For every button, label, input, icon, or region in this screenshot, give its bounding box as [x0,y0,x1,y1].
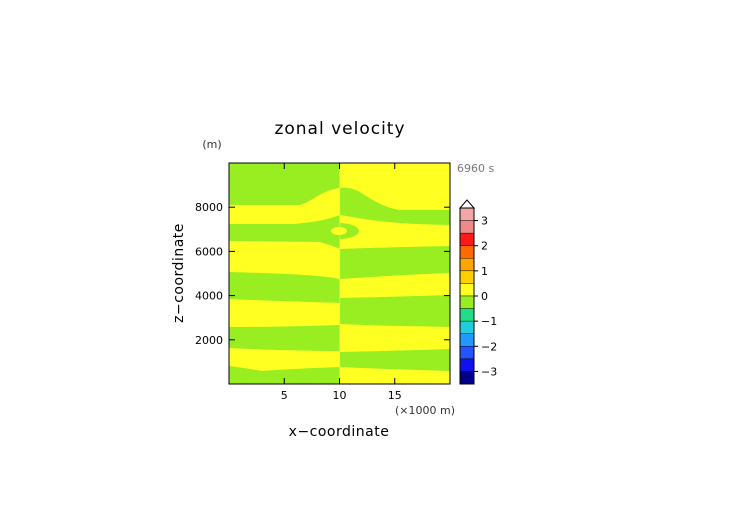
field-band-right-2 [340,215,450,249]
colorbar-level [459,358,475,372]
contour-field [229,163,450,384]
x-tick-label: 5 [281,389,288,402]
colorbar: 3 2 1 0 −1 −2 −3 [458,199,497,385]
field-band-left-2 [229,241,340,279]
colorbar-level [459,258,475,272]
field-band-left-1 [229,188,340,224]
colorbar-tick-label: 0 [481,290,488,303]
x-unit-label: (×1000 m) [395,404,455,417]
colorbar-level [459,245,475,259]
colorbar-level [459,220,475,234]
field-band-left-4 [229,348,340,371]
y-tick-label: 4000 [195,290,223,303]
colorbar-tick-label: −1 [481,315,497,328]
colorbar-tick-label: −2 [481,340,497,353]
colorbar-tick-label: −3 [481,365,497,378]
time-label: 6960 s [457,162,494,175]
colorbar-level [459,333,475,347]
colorbar-level [459,308,475,322]
colorbar-extend-arrow [458,199,476,209]
y-tick-label: 8000 [195,201,223,214]
field-band-right-3 [340,273,450,298]
field-band-left-3 [229,299,340,327]
x-tick-label: 15 [388,389,402,402]
y-tick-label: 6000 [195,245,223,258]
colorbar-level [459,320,475,334]
chart-title: zonal velocity [274,119,405,139]
colorbar-tick-label: 2 [481,240,488,253]
colorbar-tick-label: 1 [481,265,488,278]
colorbar-level [459,295,475,309]
colorbar-level [459,346,475,360]
colorbar-level [459,270,475,284]
field-band-right-1 [340,163,450,210]
y-tick-label: 2000 [195,334,223,347]
x-axis-label: x−coordinate [289,424,390,440]
colorbar-tick-label: 3 [481,215,488,228]
x-tick-label: 10 [333,389,347,402]
colorbar-level [459,207,475,221]
y-unit-label: (m) [202,138,221,151]
x-axis: 5 10 15 [281,163,402,402]
y-axis-label: z−coordinate [171,223,187,323]
field-band-right-4 [340,324,450,352]
center-seam [339,163,341,384]
colorbar-level [459,371,475,385]
colorbar-level [459,232,475,246]
colorbar-level [459,283,475,297]
y-axis: 2000 4000 6000 8000 [195,201,450,347]
field-band-right-5 [340,367,450,384]
